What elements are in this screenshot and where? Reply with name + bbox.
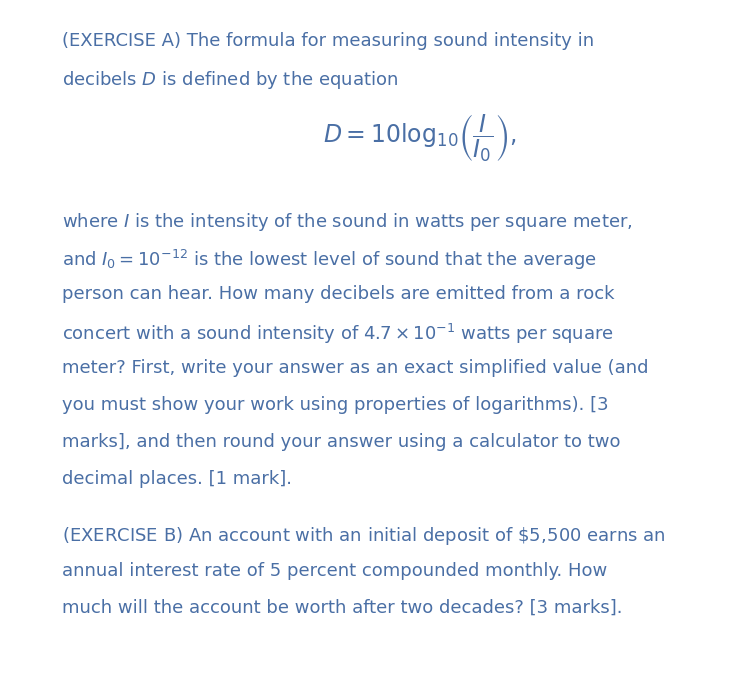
Text: you must show your work using properties of logarithms). [3: you must show your work using properties… (62, 396, 609, 414)
Text: annual interest rate of 5 percent compounded monthly. How: annual interest rate of 5 percent compou… (62, 561, 607, 580)
Text: much will the account be worth after two decades? [3 marks].: much will the account be worth after two… (62, 599, 622, 616)
Text: decimal places. [1 mark].: decimal places. [1 mark]. (62, 470, 292, 488)
Text: concert with a sound intensity of $4.7 \times 10^{-1}$ watts per square: concert with a sound intensity of $4.7 \… (62, 322, 614, 346)
Text: (EXERCISE B) An account with an initial deposit of $\$5,\!500$ earns an: (EXERCISE B) An account with an initial … (62, 525, 666, 546)
Text: person can hear. How many decibels are emitted from a rock: person can hear. How many decibels are e… (62, 285, 614, 303)
Text: decibels $\mathit{D}$ is defined by the equation: decibels $\mathit{D}$ is defined by the … (62, 69, 398, 91)
Text: $D = 10\log_{10}\!\left(\dfrac{I}{I_0}\right),$: $D = 10\log_{10}\!\left(\dfrac{I}{I_0}\r… (323, 113, 516, 164)
Text: marks], and then round your answer using a calculator to two: marks], and then round your answer using… (62, 433, 620, 451)
Text: meter? First, write your answer as an exact simplified value (and: meter? First, write your answer as an ex… (62, 359, 649, 377)
Text: (EXERCISE A) The formula for measuring sound intensity in: (EXERCISE A) The formula for measuring s… (62, 32, 594, 50)
Text: and $I_0 = 10^{-12}$ is the lowest level of sound that the average: and $I_0 = 10^{-12}$ is the lowest level… (62, 248, 597, 272)
Text: where $\mathit{I}$ is the intensity of the sound in watts per square meter,: where $\mathit{I}$ is the intensity of t… (62, 211, 633, 233)
